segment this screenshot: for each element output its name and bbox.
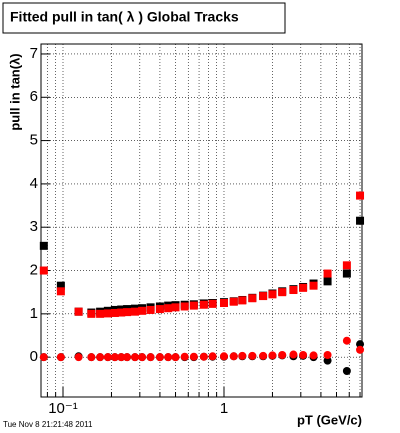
marker bbox=[110, 353, 119, 362]
marker bbox=[356, 340, 365, 349]
marker bbox=[356, 216, 365, 225]
marker bbox=[259, 292, 268, 301]
marker bbox=[56, 281, 65, 290]
marker bbox=[189, 301, 198, 310]
marker bbox=[323, 350, 332, 359]
marker bbox=[56, 287, 65, 296]
marker bbox=[309, 281, 318, 290]
y-tick-label: 0 bbox=[30, 348, 38, 365]
x-tick-label: 10⁻¹ bbox=[48, 400, 78, 417]
marker bbox=[342, 367, 351, 376]
marker bbox=[146, 353, 155, 362]
marker bbox=[87, 309, 96, 318]
marker bbox=[238, 351, 247, 360]
marker bbox=[96, 309, 105, 318]
marker bbox=[356, 345, 365, 354]
marker bbox=[268, 351, 277, 360]
marker bbox=[180, 352, 189, 361]
marker bbox=[323, 269, 332, 278]
y-tick-label: 7 bbox=[30, 45, 38, 62]
marker bbox=[164, 353, 173, 362]
marker bbox=[356, 191, 365, 200]
marker bbox=[342, 269, 351, 278]
marker bbox=[238, 296, 247, 305]
marker bbox=[103, 309, 112, 318]
marker bbox=[248, 351, 257, 360]
marker bbox=[189, 352, 198, 361]
marker bbox=[171, 353, 180, 362]
marker bbox=[155, 353, 164, 362]
marker bbox=[123, 353, 132, 362]
marker bbox=[268, 290, 277, 299]
marker bbox=[39, 353, 48, 362]
marker bbox=[208, 299, 217, 308]
marker bbox=[278, 288, 287, 297]
marker bbox=[248, 294, 257, 303]
y-tick-label: 6 bbox=[30, 88, 38, 105]
marker bbox=[229, 297, 238, 306]
marker bbox=[278, 350, 287, 359]
marker bbox=[299, 283, 308, 292]
marker bbox=[289, 350, 298, 359]
marker bbox=[309, 351, 318, 360]
y-tick-label: 4 bbox=[30, 175, 38, 192]
chart-title: Fitted pull in tan( λ ) Global Tracks bbox=[10, 9, 239, 25]
y-axis-label: pull in tan(λ) bbox=[7, 53, 22, 130]
marker bbox=[323, 356, 332, 365]
marker bbox=[39, 241, 48, 250]
marker bbox=[74, 353, 83, 362]
marker bbox=[199, 300, 208, 309]
marker bbox=[110, 308, 119, 317]
marker bbox=[164, 304, 173, 313]
x-axis-label: pT (GeV/c) bbox=[297, 412, 362, 427]
marker bbox=[229, 352, 238, 361]
y-tick-label: 3 bbox=[30, 218, 38, 235]
y-tick-label: 1 bbox=[30, 305, 38, 322]
marker bbox=[130, 353, 139, 362]
marker bbox=[208, 352, 217, 361]
marker bbox=[299, 350, 308, 359]
marker bbox=[323, 277, 332, 286]
marker bbox=[117, 308, 126, 317]
marker bbox=[342, 261, 351, 270]
y-tick-label: 5 bbox=[30, 132, 38, 149]
marker bbox=[117, 353, 126, 362]
marker bbox=[123, 308, 132, 317]
timestamp: Tue Nov 8 21:21:48 2011 bbox=[3, 420, 93, 429]
marker bbox=[138, 306, 147, 315]
marker bbox=[171, 303, 180, 312]
marker bbox=[87, 353, 96, 362]
marker bbox=[199, 352, 208, 361]
marker bbox=[289, 286, 298, 295]
marker bbox=[219, 299, 228, 308]
marker bbox=[39, 266, 48, 275]
marker bbox=[56, 353, 65, 362]
marker bbox=[342, 336, 351, 345]
title-box bbox=[2, 2, 286, 34]
marker bbox=[96, 353, 105, 362]
marker bbox=[130, 307, 139, 316]
marker bbox=[180, 302, 189, 311]
marker bbox=[259, 351, 268, 360]
marker bbox=[155, 305, 164, 314]
x-tick-label: 1 bbox=[220, 400, 228, 417]
y-tick-label: 2 bbox=[30, 261, 38, 278]
marker bbox=[138, 353, 147, 362]
marker bbox=[103, 353, 112, 362]
marker bbox=[146, 305, 155, 314]
marker bbox=[74, 307, 83, 316]
marker bbox=[219, 352, 228, 361]
